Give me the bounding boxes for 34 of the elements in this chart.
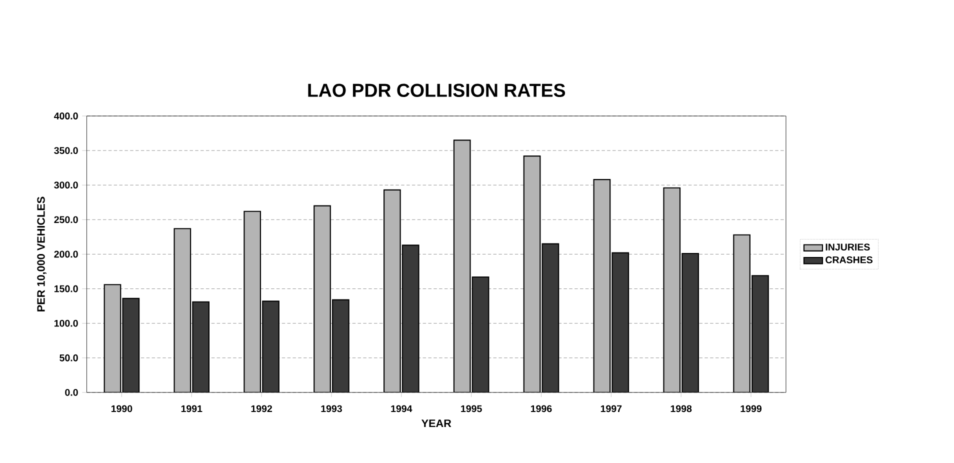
bar bbox=[192, 301, 210, 392]
y-tick-label: 150.0 bbox=[54, 285, 78, 292]
bar bbox=[332, 299, 350, 392]
x-tick-label: 1992 bbox=[251, 405, 272, 412]
y-axis-title: PER 10,000 VEHICLES bbox=[37, 196, 46, 312]
y-tick-label: 350.0 bbox=[54, 147, 78, 154]
bar bbox=[752, 275, 769, 392]
chart-title: LAO PDR COLLISION RATES bbox=[308, 84, 566, 98]
x-tick-label: 1999 bbox=[740, 405, 762, 412]
y-tick-label: 100.0 bbox=[54, 320, 78, 327]
x-tick-label: 1991 bbox=[181, 405, 202, 412]
y-tick-label: 0.0 bbox=[65, 389, 78, 396]
x-tick-label: 1994 bbox=[391, 405, 412, 412]
bar bbox=[542, 243, 560, 392]
bar bbox=[262, 300, 280, 392]
bar bbox=[402, 244, 420, 392]
x-tick-label: 1998 bbox=[670, 405, 692, 412]
y-tick-label: 400.0 bbox=[54, 112, 78, 120]
x-axis-title: YEAR bbox=[421, 420, 452, 428]
x-tick-label: 1995 bbox=[461, 405, 482, 412]
x-tick-label: 1990 bbox=[111, 405, 132, 412]
y-tick-label: 200.0 bbox=[54, 250, 78, 258]
y-tick-label: 250.0 bbox=[54, 216, 78, 224]
y-tick-label: 50.0 bbox=[60, 354, 78, 362]
bar bbox=[612, 252, 630, 392]
x-tick-label: 1993 bbox=[321, 405, 342, 412]
x-tick-label: 1996 bbox=[531, 405, 552, 412]
x-tick-label: 1997 bbox=[600, 405, 622, 412]
bar bbox=[472, 276, 490, 392]
bar bbox=[122, 298, 140, 392]
y-tick-label: 300.0 bbox=[54, 182, 78, 189]
legend-label: INJURIES bbox=[826, 244, 870, 251]
bar bbox=[682, 253, 699, 392]
legend-label: CRASHES bbox=[826, 256, 873, 264]
